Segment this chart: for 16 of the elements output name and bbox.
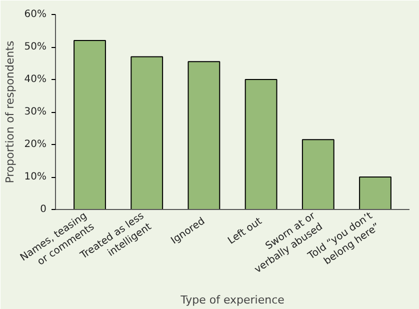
x-tick-label: Left out xyxy=(226,216,264,247)
y-tick-label: 10% xyxy=(24,172,47,182)
y-tick-label: 20% xyxy=(24,139,47,150)
bar xyxy=(302,139,334,210)
y-tick-label: 50% xyxy=(24,42,47,52)
bar xyxy=(359,176,392,210)
bar xyxy=(74,40,106,210)
y-axis-title: Proportion of respondents xyxy=(3,40,16,184)
bar xyxy=(244,79,278,210)
y-tick-label: 0 xyxy=(40,204,47,215)
bar xyxy=(130,56,164,210)
y-tick-label: 30% xyxy=(24,106,47,118)
bar xyxy=(188,61,220,210)
x-axis-title: Type of experience xyxy=(180,294,285,307)
y-tick-label: 40% xyxy=(24,74,47,85)
y-tick-label: 60% xyxy=(24,9,47,20)
